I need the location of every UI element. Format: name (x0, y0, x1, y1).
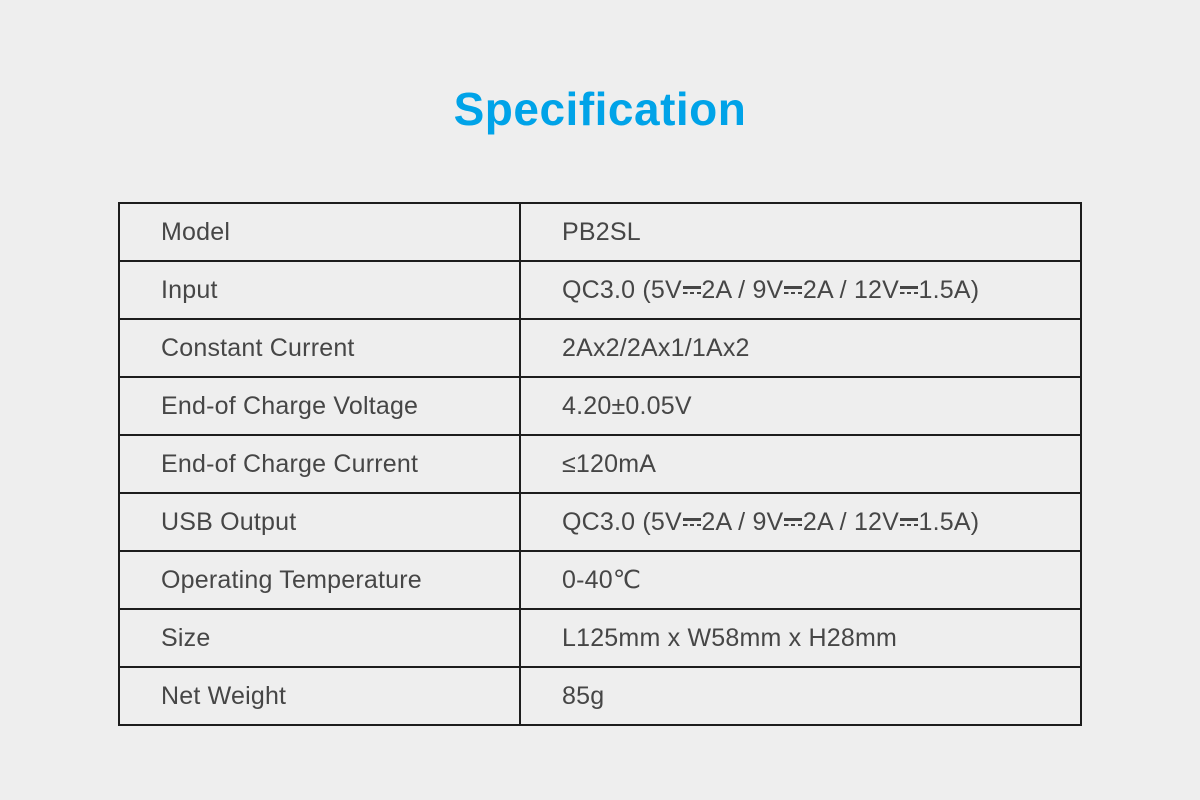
spec-value: QC3.0 (5V 2A / 9V 2A / 12V 1.5A) (562, 507, 980, 536)
spec-value: L125mm x W58mm x H28mm (562, 623, 898, 652)
spec-label: Operating Temperature (120, 552, 521, 608)
spec-value: 0-40℃ (562, 566, 642, 594)
spec-label: End-of Charge Current (120, 436, 521, 492)
dc-symbol-icon (899, 517, 918, 527)
spec-value: PB2SL (562, 217, 641, 246)
dc-symbol-icon (784, 285, 803, 295)
dc-symbol-icon (682, 285, 701, 295)
table-row-usb-output: USB Output QC3.0 (5V 2A / 9V 2A / 12V 1.5A) (120, 492, 1080, 550)
specification-table: Model PB2SL Input QC3.0 (5V 2A / 9V 2A / 1… (118, 202, 1082, 726)
spec-label: Net Weight (120, 668, 521, 724)
table-row-size: Size L125mm x W58mm x H28mm (120, 608, 1080, 666)
spec-value: 85g (562, 681, 605, 710)
spec-label: Input (120, 262, 521, 318)
spec-label: Model (120, 204, 521, 260)
page-title: Specification (453, 83, 747, 135)
dc-symbol-icon (784, 517, 803, 527)
dc-symbol-icon (899, 285, 918, 295)
spec-label: USB Output (120, 494, 521, 550)
spec-label: Constant Current (120, 320, 521, 376)
dc-symbol-icon (682, 517, 701, 527)
table-row-input: Input QC3.0 (5V 2A / 9V 2A / 12V 1.5A) (120, 260, 1080, 318)
spec-value: 4.20±0.05V (562, 391, 692, 420)
table-row-operating-temperature: Operating Temperature 0-40℃ (120, 550, 1080, 608)
table-row-constant-current: Constant Current 2Ax2/2Ax1/1Ax2 (120, 318, 1080, 376)
spec-label: End-of Charge Voltage (120, 378, 521, 434)
table-row-end-of-charge-voltage: End-of Charge Voltage 4.20±0.05V (120, 376, 1080, 434)
table-row-model: Model PB2SL (120, 204, 1080, 260)
table-row-end-of-charge-current: End-of Charge Current ≤120mA (120, 434, 1080, 492)
table-row-net-weight: Net Weight 85g (120, 666, 1080, 724)
spec-label: Size (120, 610, 521, 666)
spec-value: ≤120mA (562, 449, 657, 478)
spec-value: 2Ax2/2Ax1/1Ax2 (562, 333, 750, 362)
spec-value: QC3.0 (5V 2A / 9V 2A / 12V 1.5A) (562, 275, 980, 304)
